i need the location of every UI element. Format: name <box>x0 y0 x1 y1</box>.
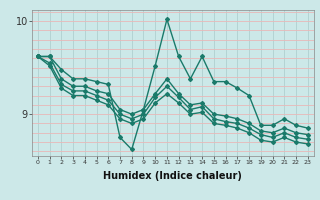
X-axis label: Humidex (Indice chaleur): Humidex (Indice chaleur) <box>103 171 242 181</box>
